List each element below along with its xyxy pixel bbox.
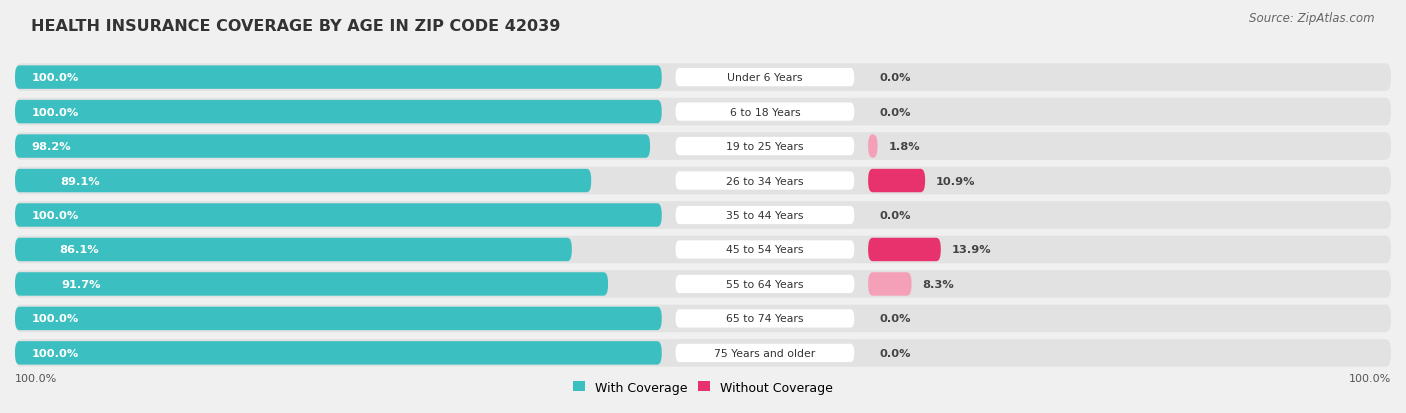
Text: 65 to 74 Years: 65 to 74 Years (725, 313, 804, 324)
FancyBboxPatch shape (675, 241, 855, 259)
Text: Under 6 Years: Under 6 Years (727, 73, 803, 83)
Text: 0.0%: 0.0% (879, 211, 911, 221)
Text: 6 to 18 Years: 6 to 18 Years (730, 107, 800, 117)
FancyBboxPatch shape (15, 101, 662, 124)
Text: 26 to 34 Years: 26 to 34 Years (725, 176, 804, 186)
FancyBboxPatch shape (675, 206, 855, 225)
FancyBboxPatch shape (675, 309, 855, 328)
FancyBboxPatch shape (675, 275, 855, 293)
Text: 100.0%: 100.0% (1348, 373, 1391, 383)
FancyBboxPatch shape (675, 138, 855, 156)
Text: HEALTH INSURANCE COVERAGE BY AGE IN ZIP CODE 42039: HEALTH INSURANCE COVERAGE BY AGE IN ZIP … (31, 19, 561, 33)
Text: 86.1%: 86.1% (59, 245, 98, 255)
FancyBboxPatch shape (868, 238, 941, 261)
FancyBboxPatch shape (675, 69, 855, 87)
Text: 100.0%: 100.0% (15, 373, 58, 383)
FancyBboxPatch shape (15, 135, 650, 159)
Text: 55 to 64 Years: 55 to 64 Years (725, 279, 804, 289)
Text: 0.0%: 0.0% (879, 73, 911, 83)
Text: 100.0%: 100.0% (31, 313, 79, 324)
FancyBboxPatch shape (675, 103, 855, 121)
Text: 75 Years and older: 75 Years and older (714, 348, 815, 358)
Text: 100.0%: 100.0% (31, 348, 79, 358)
Text: 45 to 54 Years: 45 to 54 Years (725, 245, 804, 255)
FancyBboxPatch shape (15, 342, 662, 365)
FancyBboxPatch shape (868, 169, 925, 193)
Text: 91.7%: 91.7% (62, 279, 101, 289)
Text: 35 to 44 Years: 35 to 44 Years (725, 211, 804, 221)
Text: 98.2%: 98.2% (31, 142, 72, 152)
FancyBboxPatch shape (15, 273, 607, 296)
FancyBboxPatch shape (15, 99, 1391, 126)
FancyBboxPatch shape (15, 202, 1391, 229)
FancyBboxPatch shape (15, 204, 662, 227)
FancyBboxPatch shape (15, 236, 1391, 263)
Legend: With Coverage, Without Coverage: With Coverage, Without Coverage (568, 376, 838, 399)
Text: 89.1%: 89.1% (60, 176, 100, 186)
Text: 8.3%: 8.3% (922, 279, 955, 289)
FancyBboxPatch shape (15, 339, 1391, 367)
Text: 1.8%: 1.8% (889, 142, 920, 152)
Text: 0.0%: 0.0% (879, 348, 911, 358)
Text: 10.9%: 10.9% (936, 176, 976, 186)
FancyBboxPatch shape (15, 238, 572, 261)
FancyBboxPatch shape (868, 273, 911, 296)
Text: 100.0%: 100.0% (31, 107, 79, 117)
Text: 0.0%: 0.0% (879, 107, 911, 117)
FancyBboxPatch shape (15, 64, 1391, 92)
Text: 100.0%: 100.0% (31, 73, 79, 83)
Text: Source: ZipAtlas.com: Source: ZipAtlas.com (1250, 12, 1375, 25)
FancyBboxPatch shape (868, 135, 877, 159)
Text: 19 to 25 Years: 19 to 25 Years (725, 142, 804, 152)
FancyBboxPatch shape (675, 172, 855, 190)
FancyBboxPatch shape (15, 167, 1391, 195)
Text: 0.0%: 0.0% (879, 313, 911, 324)
Text: 13.9%: 13.9% (952, 245, 991, 255)
Text: 100.0%: 100.0% (31, 211, 79, 221)
FancyBboxPatch shape (15, 66, 662, 90)
FancyBboxPatch shape (15, 305, 1391, 332)
FancyBboxPatch shape (15, 169, 592, 193)
FancyBboxPatch shape (15, 133, 1391, 161)
FancyBboxPatch shape (15, 307, 662, 330)
FancyBboxPatch shape (675, 344, 855, 362)
FancyBboxPatch shape (15, 271, 1391, 298)
